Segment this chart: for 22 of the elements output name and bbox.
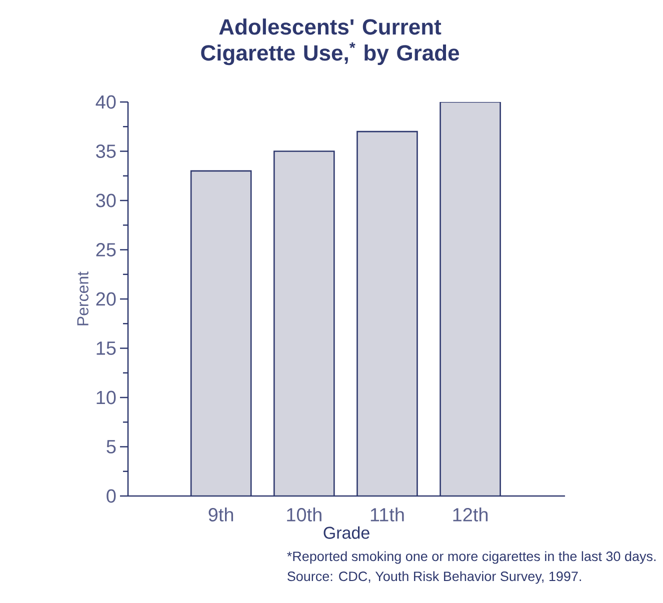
y-tick-label: 0 [106, 489, 116, 503]
y-tick-label: 10 [96, 390, 116, 404]
x-tick-label: 10th [287, 508, 322, 522]
bar [191, 170, 252, 496]
y-tick-label: 15 [96, 342, 116, 355]
y-tick-label: 25 [96, 243, 116, 256]
source-note: Source: CDC, Youth Risk Behavior Survey, 1997. [287, 571, 581, 584]
y-tick-label: 20 [96, 292, 116, 306]
x-tick-label: 12th [453, 508, 488, 522]
x-tick-label: 9th [208, 508, 234, 522]
text: *Reported smoking one or more cigarettes in the last 30 days. [287, 551, 656, 564]
y-tick-label: 30 [96, 194, 116, 208]
bar [440, 102, 501, 496]
chart-title: Adolescents' Current Cigarette Use,$^{*}$ by Grade [201, 18, 460, 66]
x-axis-title: Grade [324, 526, 370, 539]
y-tick-label: 35 [96, 144, 116, 158]
x-tick-label: 11th [370, 508, 404, 522]
bar [274, 151, 334, 496]
y-tick-label: 5 [106, 440, 116, 454]
bar [357, 132, 418, 496]
y-axis-title: Percent [77, 272, 88, 326]
y-tick-label: 40 [96, 95, 116, 109]
